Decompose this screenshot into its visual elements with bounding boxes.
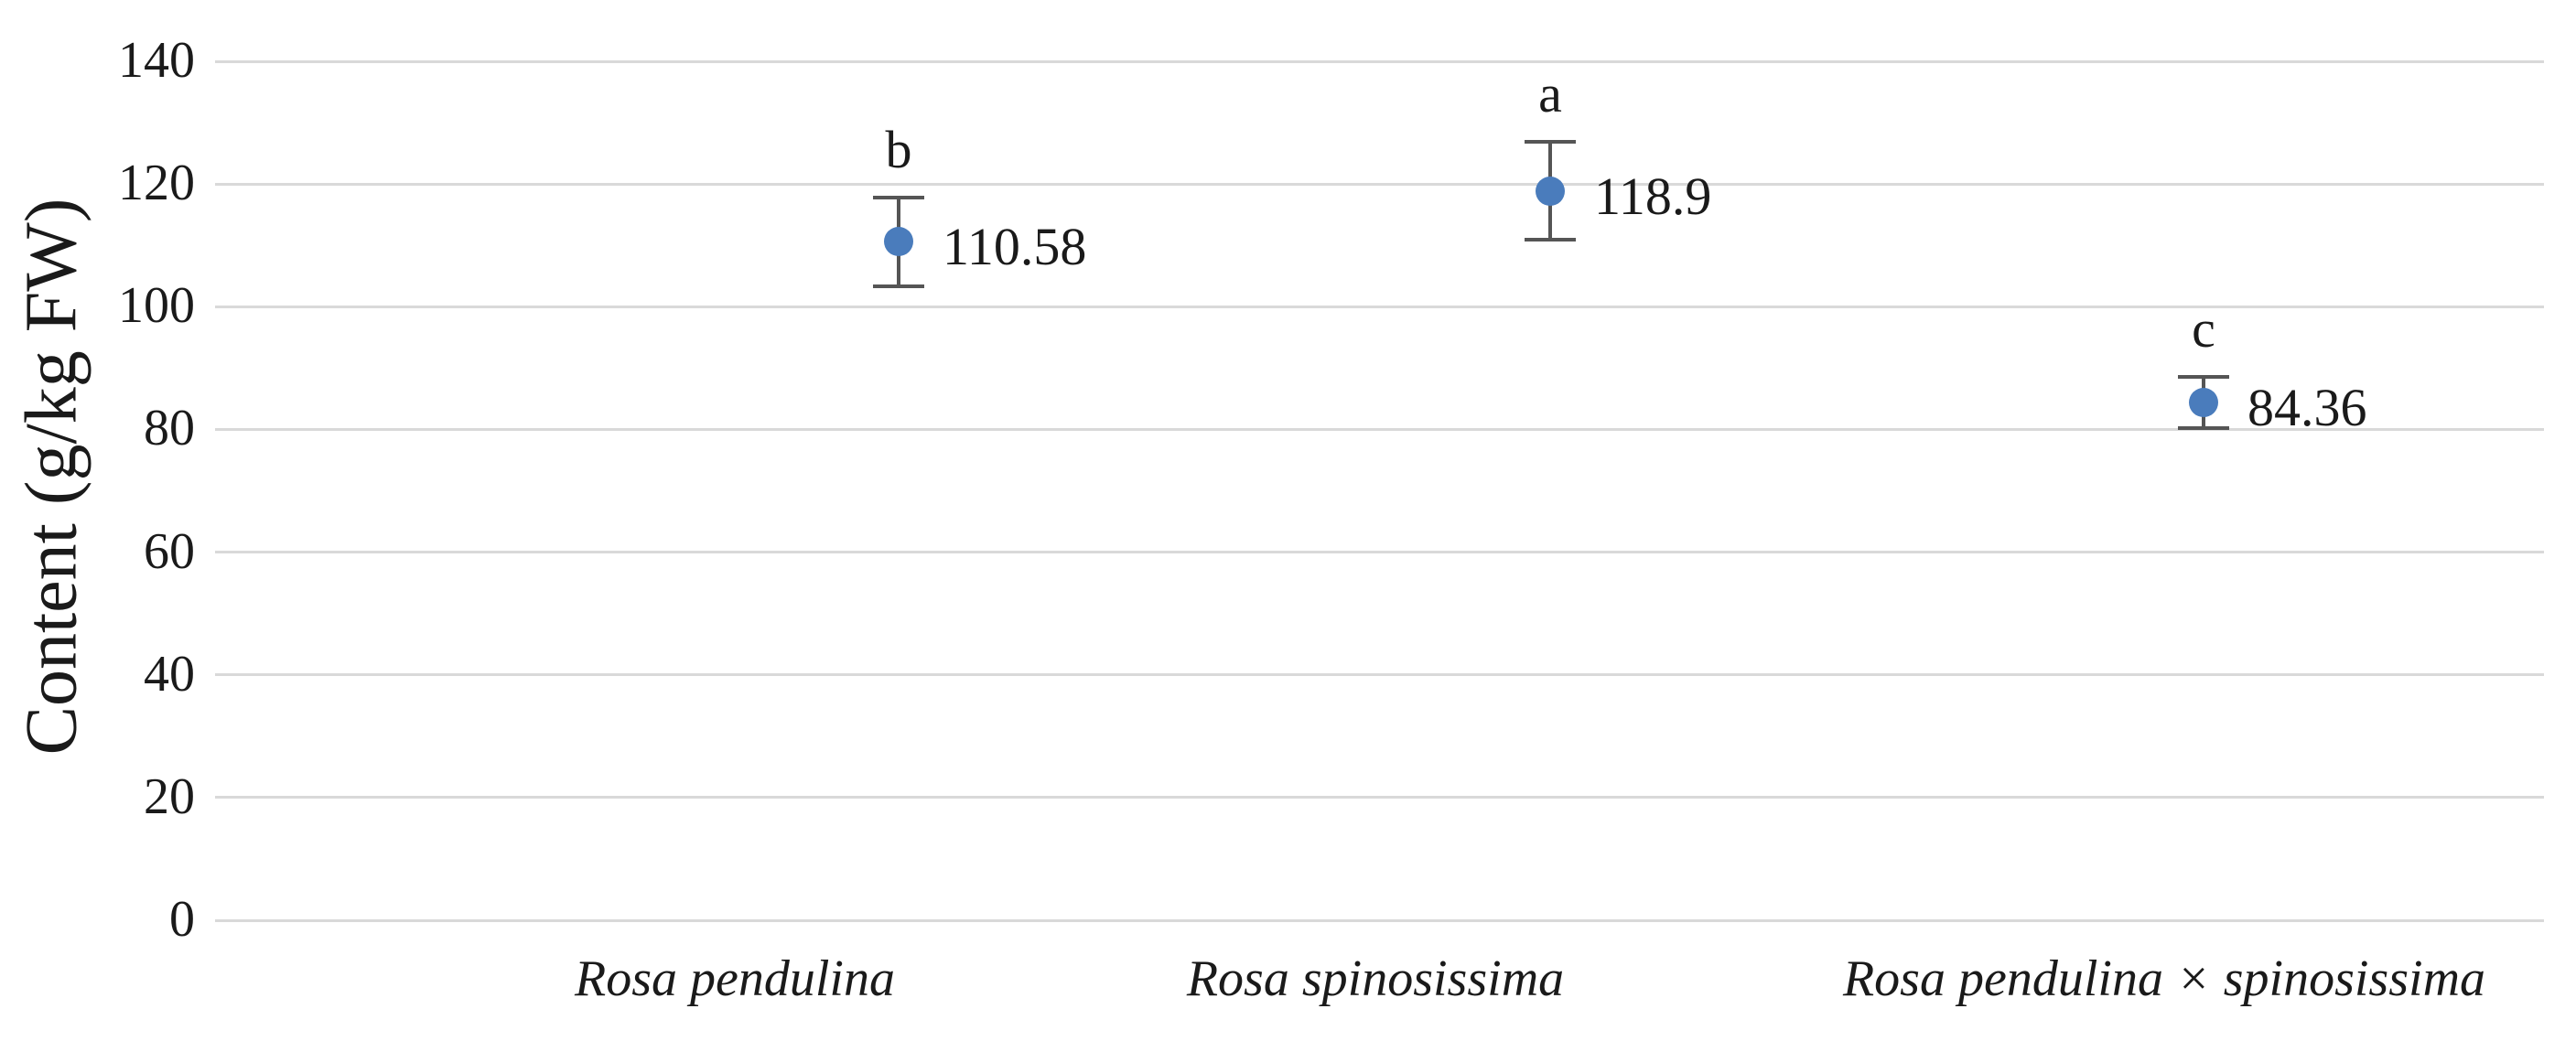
gridline-y-60 [215, 551, 2544, 554]
y-tick-label-140: 140 [118, 31, 195, 89]
data-point-marker [884, 227, 913, 257]
errorbar-cap-bottom [873, 284, 924, 288]
y-tick-label-100: 100 [118, 277, 195, 335]
x-category-label: Rosa spinosissima [1186, 950, 1565, 1007]
significance-letter: a [1538, 63, 1562, 123]
significance-letter: b [885, 120, 912, 180]
errorbar-cap-top [873, 196, 924, 200]
data-point-marker [2189, 388, 2218, 418]
y-tick-label-0: 0 [169, 890, 195, 948]
y-tick-label-40: 40 [144, 645, 195, 703]
data-point-value-label: 84.36 [2247, 378, 2367, 438]
gridline-y-140 [215, 59, 2544, 63]
errorbar-cap-bottom [2178, 426, 2229, 431]
y-tick-label-120: 120 [118, 155, 195, 212]
errorbar-cap-top [2178, 375, 2229, 379]
gridline-y-120 [215, 182, 2544, 186]
data-point-marker [1536, 176, 1565, 206]
gridline-y-80 [215, 427, 2544, 431]
y-tick-label-20: 20 [144, 767, 195, 825]
gridline-y-20 [215, 796, 2544, 800]
data-point-value-label: 118.9 [1594, 166, 1712, 226]
errorbar-cap-bottom [1525, 238, 1576, 242]
x-category-label: Rosa pendulina [575, 950, 895, 1007]
gridline-y-100 [215, 305, 2544, 308]
y-tick-label-60: 60 [144, 522, 195, 580]
gridline-y-0 [215, 918, 2544, 922]
gridline-y-40 [215, 673, 2544, 677]
y-tick-label-80: 80 [144, 400, 195, 457]
errorbar-cap-top [1525, 139, 1576, 144]
significance-letter: c [2192, 299, 2215, 359]
data-point-value-label: 110.58 [943, 217, 1087, 277]
x-category-label: Rosa pendulina × spinosissima [1842, 950, 2486, 1007]
